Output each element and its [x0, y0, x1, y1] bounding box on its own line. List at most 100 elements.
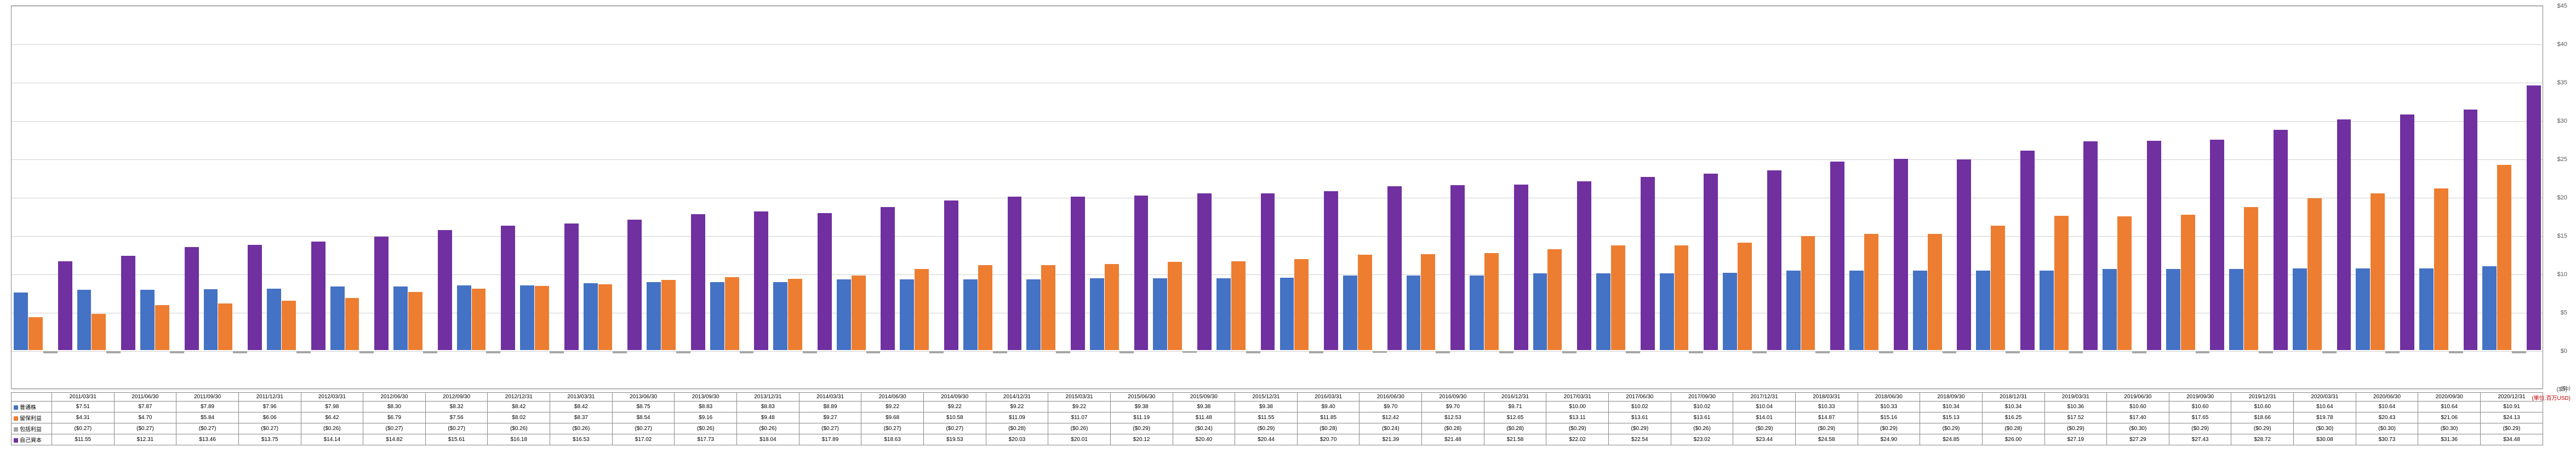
- data-cell: $21.58: [1484, 434, 1546, 445]
- data-cell: $17.73: [675, 434, 737, 445]
- bar: [1343, 276, 1357, 350]
- data-cell: ($0.26): [675, 423, 737, 434]
- period-header: 2020/12/31: [2480, 393, 2543, 402]
- table-corner: [12, 393, 52, 402]
- bar: [1450, 185, 1465, 350]
- chart-plot-area: ($5)$0$5$10$15$20$25$30$35$40$45: [11, 5, 2543, 389]
- bar: [929, 351, 944, 353]
- period-header: 2016/03/31: [1297, 393, 1360, 402]
- bar: [1324, 191, 1338, 350]
- period-header: 2013/09/30: [675, 393, 737, 402]
- period-header: 2019/03/31: [2044, 393, 2107, 402]
- period-header: 2012/09/30: [425, 393, 488, 402]
- bar: [1577, 181, 1591, 350]
- bar: [584, 283, 598, 351]
- y-tick-label: $0: [2561, 348, 2567, 354]
- bar: [900, 279, 914, 350]
- data-cell: $12.42: [1360, 412, 1422, 423]
- period-header: 2015/12/31: [1235, 393, 1298, 402]
- period-header: 2013/12/31: [737, 393, 799, 402]
- table-row: 包括利益($0.27)($0.27)($0.27)($0.27)($0.26)(…: [12, 423, 2543, 434]
- chart-container: ($5)$0$5$10$15$20$25$30$35$40$45 ($b) (単…: [0, 0, 2576, 470]
- period-header: 2015/06/30: [1110, 393, 1173, 402]
- period-header: 2019/06/30: [2107, 393, 2169, 402]
- data-cell: $24.90: [1858, 434, 1920, 445]
- bar: [1484, 253, 1499, 350]
- bar: [1815, 351, 1830, 353]
- bar: [438, 230, 452, 350]
- data-cell: $10.60: [2107, 402, 2169, 412]
- data-cell: ($0.26): [1048, 423, 1111, 434]
- bar: [1197, 193, 1212, 350]
- data-cell: $9.22: [986, 402, 1048, 412]
- bar: [710, 282, 724, 350]
- bar: [1090, 278, 1104, 350]
- data-cell: ($0.29): [1795, 423, 1858, 434]
- data-cell: $28.72: [2231, 434, 2294, 445]
- grid-line: [12, 6, 2543, 7]
- bar: [2293, 268, 2307, 350]
- period-header: 2016/12/31: [1484, 393, 1546, 402]
- data-cell: $10.33: [1858, 402, 1920, 412]
- bar: [691, 214, 705, 350]
- bar: [978, 265, 992, 350]
- table-row: 自己資本$11.55$12.31$13.46$13.75$14.14$14.82…: [12, 434, 2543, 445]
- data-table: 2011/03/312011/06/302011/09/302011/12/31…: [11, 392, 2543, 445]
- bar: [140, 290, 155, 350]
- bar: [1689, 351, 1703, 353]
- data-cell: $11.07: [1048, 412, 1111, 423]
- data-cell: $10.64: [2418, 402, 2481, 412]
- data-cell: ($0.29): [1546, 423, 1609, 434]
- data-cell: ($0.28): [1297, 423, 1360, 434]
- bar: [311, 242, 325, 350]
- bar: [2229, 269, 2243, 350]
- row-label: 自己資本: [12, 434, 52, 445]
- bar: [2054, 216, 2069, 350]
- data-cell: $17.89: [799, 434, 861, 445]
- data-cell: ($0.27): [799, 423, 861, 434]
- data-cell: $14.87: [1795, 412, 1858, 423]
- period-header: 2020/06/30: [2356, 393, 2418, 402]
- period-header: 2019/12/31: [2231, 393, 2294, 402]
- data-cell: ($0.28): [1484, 423, 1546, 434]
- data-cell: $14.01: [1733, 412, 1796, 423]
- data-cell: $9.16: [675, 412, 737, 423]
- bar: [2527, 85, 2541, 350]
- bar: [773, 282, 787, 350]
- bar: [1611, 245, 1625, 350]
- bar: [423, 351, 437, 353]
- bar: [2196, 351, 2210, 353]
- y-tick-label: $25: [2557, 156, 2567, 163]
- period-header: 2018/12/31: [1982, 393, 2044, 402]
- y-tick-label: $45: [2557, 3, 2567, 9]
- period-header: 2013/06/30: [612, 393, 675, 402]
- data-cell: $10.02: [1609, 402, 1671, 412]
- table-row: 留保利益$4.31$4.70$5.84$6.06$6.42$6.79$7.56$…: [12, 412, 2543, 423]
- bar: [1943, 351, 1957, 353]
- data-cell: $13.61: [1671, 412, 1733, 423]
- data-cell: $8.02: [488, 412, 550, 423]
- data-cell: ($0.30): [2107, 423, 2169, 434]
- period-header: 2015/03/31: [1048, 393, 1111, 402]
- grid-line: [12, 351, 2543, 352]
- data-cell: ($0.29): [1858, 423, 1920, 434]
- data-cell: $20.12: [1110, 434, 1173, 445]
- data-cell: $9.70: [1422, 402, 1484, 412]
- data-cell: $10.34: [1982, 402, 2044, 412]
- period-header: 2018/06/30: [1858, 393, 1920, 402]
- bar: [1294, 259, 1309, 350]
- bar: [1026, 279, 1041, 350]
- bar: [2244, 207, 2258, 350]
- period-header: 2014/03/31: [799, 393, 861, 402]
- data-cell: $8.83: [675, 402, 737, 412]
- y-tick-label: $35: [2557, 79, 2567, 86]
- data-cell: $6.42: [301, 412, 363, 423]
- bar: [472, 289, 486, 350]
- data-cell: $7.56: [425, 412, 488, 423]
- bar: [2040, 271, 2054, 350]
- data-cell: $9.70: [1360, 402, 1422, 412]
- data-cell: $10.04: [1733, 402, 1796, 412]
- bar: [2147, 141, 2161, 350]
- legend-swatch: [14, 416, 18, 421]
- data-cell: $23.02: [1671, 434, 1733, 445]
